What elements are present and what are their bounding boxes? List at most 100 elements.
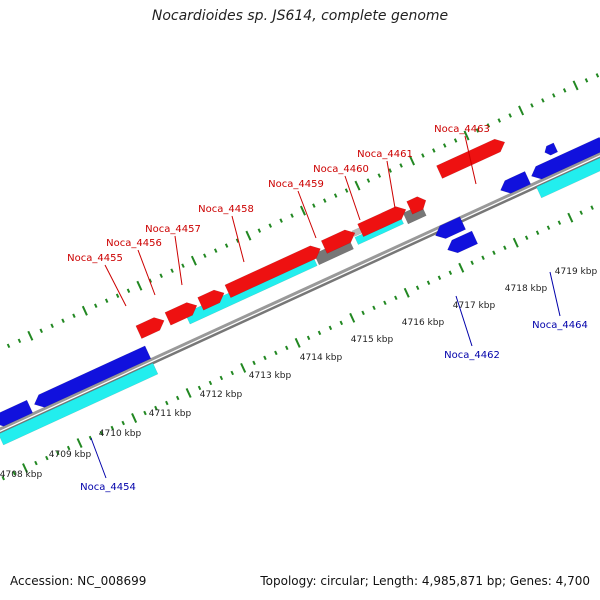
- cds-bar: [0, 362, 159, 446]
- tick-mark-upper: [136, 280, 143, 291]
- tick-mark-lower: [448, 270, 453, 276]
- label-leader-line: [297, 190, 317, 239]
- tick-mark-lower: [524, 235, 529, 240]
- tick-mark-lower: [76, 438, 83, 448]
- tick-mark-upper: [115, 293, 120, 298]
- label-leader-line: [464, 135, 477, 185]
- label-leader-line: [137, 249, 156, 296]
- tick-mark-lower: [1, 475, 5, 481]
- tick-mark-upper: [463, 130, 470, 141]
- label-leader-line: [549, 271, 561, 317]
- tick-mark-upper: [366, 178, 371, 183]
- label-leader-line: [90, 437, 107, 479]
- tick-mark-lower: [470, 260, 474, 265]
- tick-mark-lower: [426, 280, 431, 286]
- features-layer: [0, 136, 600, 446]
- tick-mark-lower: [197, 385, 202, 391]
- scale-label: 4708 kbp: [0, 470, 42, 480]
- tick-mark-lower: [317, 330, 322, 336]
- gene-label-forward: Noca_4456: [106, 238, 162, 249]
- tick-mark-upper: [497, 118, 501, 123]
- gene-label-reverse: Noca_4464: [532, 320, 588, 331]
- tick-mark-lower: [56, 450, 60, 456]
- tick-mark-lower: [394, 295, 398, 301]
- tick-mark-lower: [512, 237, 519, 248]
- tick-mark-upper: [354, 180, 361, 191]
- tick-mark-lower: [263, 355, 267, 361]
- gene-label-forward: Noca_4459: [268, 179, 324, 190]
- tick-mark-upper: [81, 305, 88, 316]
- tick-mark-lower: [579, 210, 583, 215]
- tick-mark-lower: [230, 370, 234, 376]
- gene-arrow-forward: [357, 206, 407, 238]
- tick-mark-lower: [383, 300, 387, 306]
- tick-mark-upper: [245, 230, 252, 241]
- tick-mark-lower: [154, 405, 158, 411]
- tick-mark-lower: [590, 205, 594, 210]
- tick-mark-upper: [399, 163, 403, 168]
- tick-mark-upper: [159, 273, 163, 278]
- tick-mark-upper: [170, 268, 174, 273]
- tick-mark-lower: [131, 413, 138, 423]
- scale-label: 4711 kbp: [149, 409, 192, 419]
- tick-mark-lower: [143, 410, 147, 416]
- tick-mark-upper: [50, 323, 54, 329]
- tick-mark-lower: [285, 345, 289, 351]
- tick-mark-upper: [508, 113, 512, 118]
- label-leader-line: [386, 160, 396, 209]
- tick-mark-upper: [190, 255, 197, 266]
- tick-mark-upper: [530, 103, 534, 108]
- tick-mark-upper: [409, 155, 416, 166]
- tick-mark-upper: [72, 313, 76, 319]
- gene-arrow-reverse: [500, 171, 532, 194]
- labels-layer: 4708 kbp 4709 kbp 4710 kbp 4711 kbp 4712 kbp…: [0, 124, 597, 493]
- tick-mark-lower: [306, 335, 311, 341]
- tick-mark-upper: [442, 143, 447, 148]
- tick-mark-upper: [224, 243, 229, 248]
- tick-mark-lower: [535, 230, 540, 235]
- backbone-layer: [0, 151, 600, 435]
- scale-label: 4719 kbp: [555, 267, 598, 277]
- accession-text: Accession: NC_008699: [10, 574, 147, 588]
- genome-title: Nocardioides sp. JS614, complete genome: [151, 8, 449, 24]
- tick-mark-upper: [6, 343, 11, 349]
- tick-mark-upper: [421, 153, 425, 158]
- cds-bar: [536, 157, 600, 199]
- scale-label: 4718 kbp: [505, 284, 548, 294]
- tick-mark-lower: [481, 255, 485, 260]
- topology-summary-text: Topology: circular; Length: 4,985,871 bp…: [260, 574, 590, 588]
- tick-mark-lower: [12, 470, 16, 476]
- scale-label: 4710 kbp: [99, 429, 142, 439]
- gene-arrow-forward: [135, 317, 165, 339]
- gene-arrow-forward: [224, 245, 321, 299]
- gene-label-forward: Noca_4461: [357, 149, 413, 160]
- tick-mark-lower: [175, 395, 180, 401]
- tick-mark-upper: [572, 80, 579, 91]
- tick-mark-upper: [257, 228, 262, 233]
- tick-mark-lower: [45, 455, 49, 461]
- tick-mark-lower: [361, 310, 365, 316]
- scale-label: 4716 kbp: [402, 318, 445, 328]
- tick-mark-lower: [415, 285, 420, 291]
- gene-arrow-reverse: [33, 345, 152, 408]
- tick-mark-upper: [268, 223, 272, 228]
- tick-mark-lower: [208, 380, 213, 386]
- tick-mark-upper: [203, 253, 207, 258]
- gene-label-reverse: Noca_4462: [444, 350, 500, 361]
- tick-mark-lower: [34, 460, 38, 466]
- tick-mark-upper: [235, 238, 240, 243]
- tick-mark-upper: [388, 168, 392, 173]
- gene-label-forward: Noca_4458: [198, 204, 254, 215]
- gene-arrow-reverse: [447, 230, 479, 254]
- tick-mark-upper: [453, 138, 458, 143]
- tick-mark-upper: [148, 278, 153, 283]
- tick-mark-lower: [22, 463, 29, 474]
- gene-label-forward: Noca_4463: [434, 124, 490, 135]
- gene-arrow-reverse: [531, 136, 600, 180]
- gene-label-forward: Noca_4457: [145, 224, 201, 235]
- scale-label: 4714 kbp: [300, 353, 343, 363]
- tick-mark-lower: [546, 225, 551, 230]
- tick-mark-lower: [274, 350, 278, 356]
- label-leader-line: [455, 295, 473, 347]
